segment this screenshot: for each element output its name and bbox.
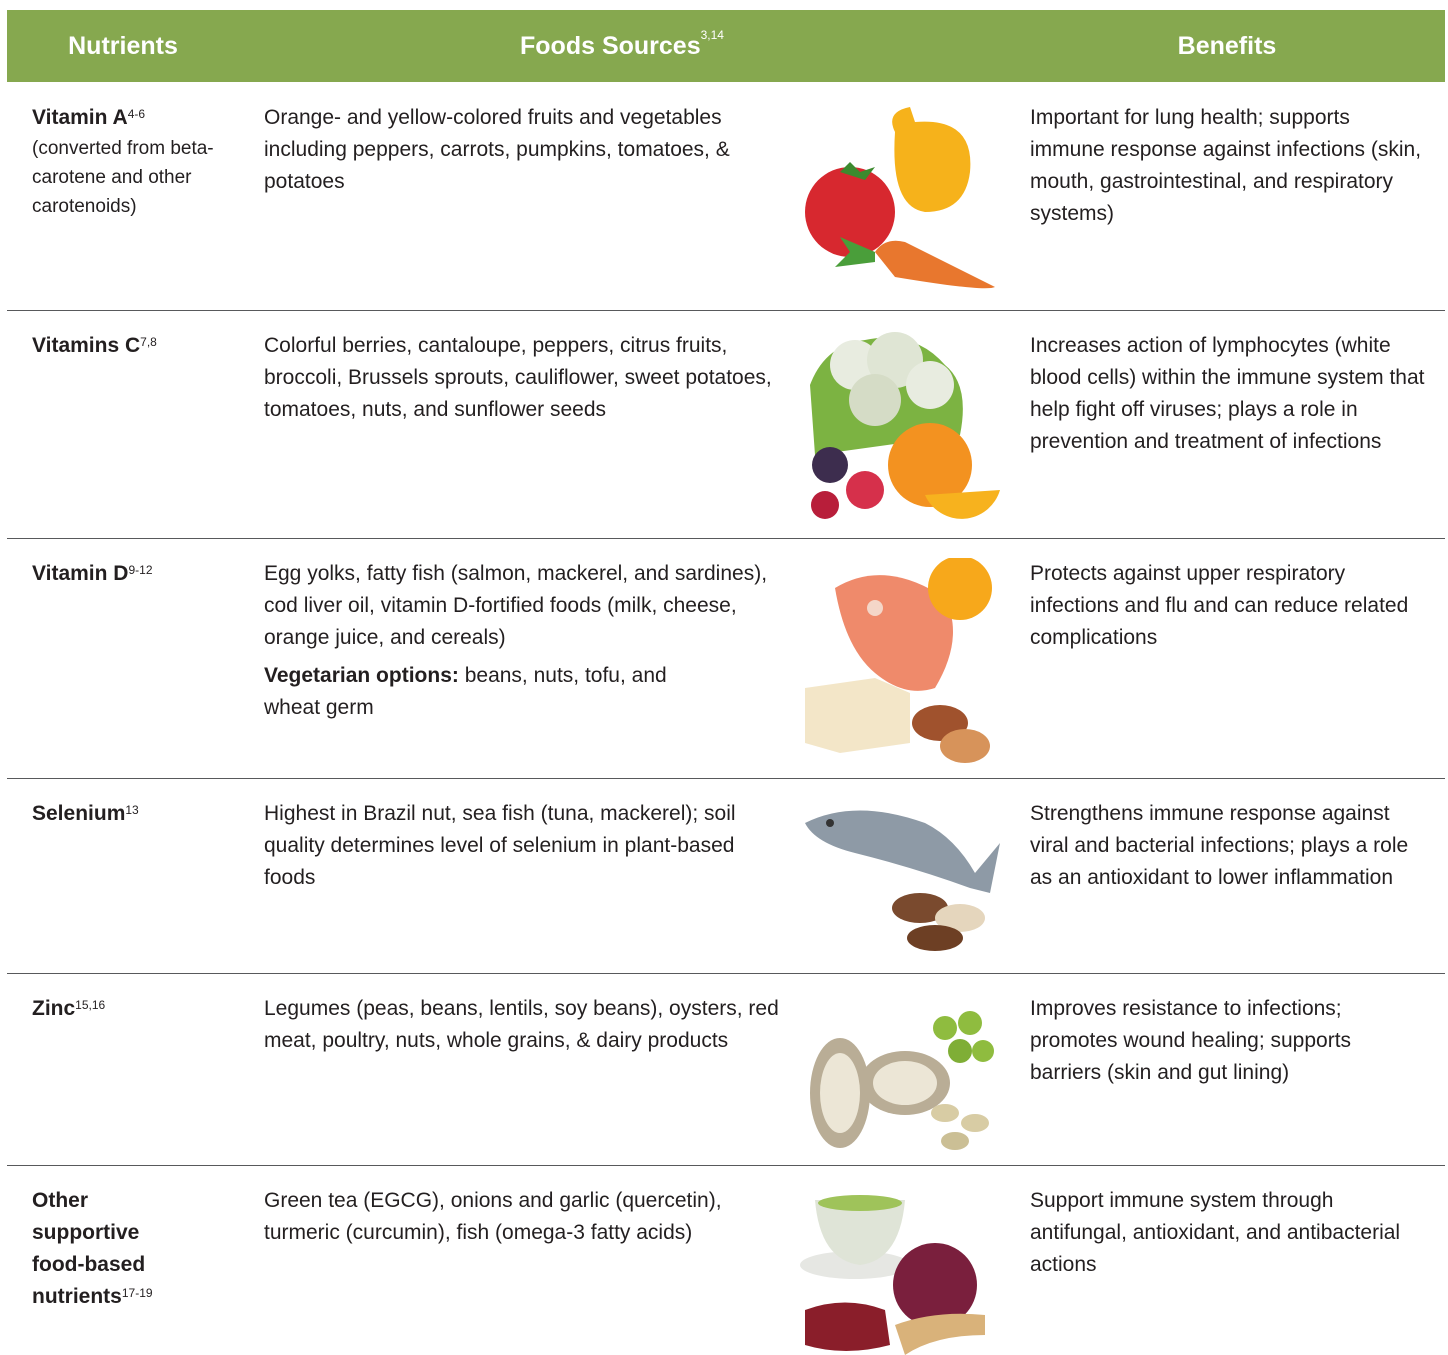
illustration — [810, 332, 1000, 519]
nutrient: Vitamin D9-12 — [32, 558, 232, 590]
oyster-inner — [873, 1061, 937, 1105]
almond — [940, 729, 990, 763]
tomato — [805, 167, 895, 257]
foods: Legumes (peas, beans, lentils, soy beans… — [264, 997, 779, 1052]
ref: 3,14 — [700, 28, 724, 42]
saucer — [800, 1251, 910, 1279]
egg-yolk — [928, 558, 992, 620]
pea — [948, 1039, 972, 1063]
separator — [7, 310, 1445, 311]
onion — [893, 1243, 977, 1327]
salmon-bone — [867, 600, 883, 616]
foods: Green tea (EGCG), onions and garlic (que… — [264, 1189, 722, 1244]
benefits: Important for lung health; supports immu… — [1030, 106, 1422, 225]
nutrient-name: Vitamin D — [32, 562, 129, 585]
carrot — [875, 240, 995, 289]
nutrient: Selenium13 — [32, 798, 232, 830]
benefits: Increases action of lymphocytes (white b… — [1030, 334, 1425, 453]
pea — [972, 1040, 994, 1062]
tofu — [805, 678, 910, 753]
ref: 15,16 — [75, 998, 106, 1012]
separator — [7, 538, 1445, 539]
carrot-leaf — [835, 237, 875, 267]
ref: 9-12 — [128, 563, 153, 577]
foods: Orange- and yellow-colored fruits and ve… — [264, 106, 730, 193]
ref: 7,8 — [140, 335, 157, 349]
nutrient: Other supportive food-based nutrients17-… — [32, 1185, 182, 1313]
foods-extra-label: Vegetarian options: — [264, 664, 459, 687]
foods-extra-text: beans, nuts, tofu, and wheat germ — [264, 664, 667, 719]
ref: 17-19 — [121, 1286, 153, 1300]
turmeric — [895, 1313, 985, 1355]
pepper — [892, 107, 971, 212]
bean — [941, 1132, 969, 1150]
nutrient-name: Vitamins C — [32, 334, 141, 357]
illustration — [810, 1011, 994, 1150]
bean — [931, 1104, 959, 1122]
raspberry — [846, 471, 884, 509]
pea — [933, 1016, 957, 1040]
orange — [888, 423, 972, 507]
separator — [7, 1165, 1445, 1166]
header-benefits: Benefits — [1177, 32, 1277, 60]
berry — [811, 491, 839, 519]
ref: 13 — [125, 803, 139, 817]
nutrient: Vitamin A4-6 (converted from beta-caroten… — [32, 102, 232, 221]
foods: Egg yolks, fatty fish (salmon, mackerel,… — [264, 558, 779, 724]
separator — [7, 778, 1445, 779]
blackberry — [812, 447, 848, 483]
meat — [805, 1302, 890, 1351]
nutrient: Vitamins C7,8 — [32, 330, 232, 362]
foods: Colorful berries, cantaloupe, peppers, c… — [264, 334, 772, 421]
benefits: Improves resistance to infections; promo… — [1030, 997, 1352, 1084]
nutrient: Zinc15,16 — [32, 993, 232, 1025]
illustration — [805, 558, 992, 763]
orange-slice — [925, 490, 1000, 519]
foods-text: Egg yolks, fatty fish (salmon, mackerel,… — [264, 562, 768, 649]
foods-extra: Vegetarian options: beans, nuts, tofu, a… — [264, 660, 704, 724]
illustration — [805, 810, 1000, 951]
benefits: Support immune system through antifungal… — [1030, 1189, 1401, 1276]
pea — [958, 1011, 982, 1035]
header-foods: Foods Sources3,14 — [407, 28, 837, 61]
oyster-inner — [820, 1053, 860, 1133]
fish-eye — [826, 819, 834, 827]
benefits: Strengthens immune response against vira… — [1030, 802, 1409, 889]
illustration — [805, 107, 995, 289]
ref: 4-6 — [127, 107, 146, 121]
nutrient-note: (converted from beta-carotene and other … — [32, 138, 214, 217]
cup — [815, 1200, 905, 1265]
brazil-nut — [892, 893, 948, 923]
header-nutrients: Nutrients — [68, 32, 178, 60]
brazil-nut — [907, 925, 963, 951]
floret — [849, 374, 901, 426]
tea — [818, 1195, 902, 1211]
nutrient-name: Other supportive food-based nutrients — [32, 1189, 146, 1308]
separator — [7, 973, 1445, 974]
bean — [961, 1114, 989, 1132]
header-foods-text: Foods Sources — [520, 32, 701, 60]
brazil-nut — [935, 904, 985, 932]
header-bar: Nutrients Foods Sources3,14 Benefits — [7, 10, 1445, 82]
tomato-leaf — [840, 162, 875, 180]
nutrient-name: Selenium — [32, 802, 126, 825]
nutrient-name: Zinc — [32, 997, 76, 1020]
benefits: Protects against upper respiratory infec… — [1030, 562, 1409, 649]
tuna — [805, 810, 1000, 893]
foods: Highest in Brazil nut, sea fish (tuna, m… — [264, 802, 736, 889]
illustration — [800, 1195, 985, 1355]
salmon — [835, 575, 953, 691]
nutrient-name: Vitamin A — [32, 106, 128, 129]
floret — [906, 361, 954, 409]
